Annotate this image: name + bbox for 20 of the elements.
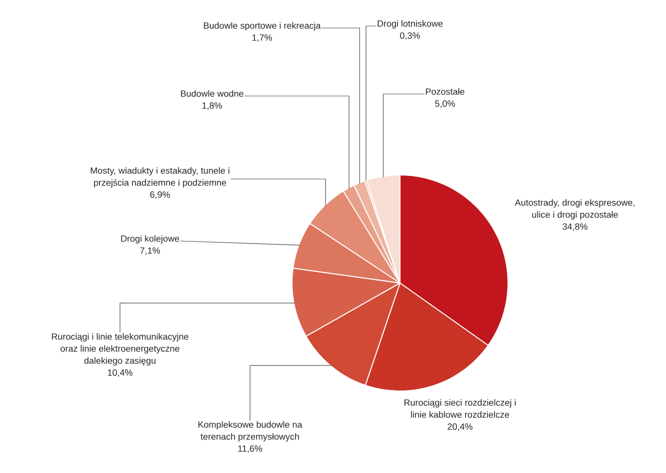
slice-label: Drogi lotniskowe	[378, 20, 443, 29]
data-label: 0,3%	[400, 32, 420, 40]
slice-label: Budowle wodne	[180, 90, 244, 97]
slice-label: Mosty, wiadukty i estakady, tunele i przejścia nadziemne i podziemne	[90, 167, 230, 188]
slice-label: Drogi kolejowe	[121, 235, 180, 244]
data-label: 6,9%	[150, 191, 170, 199]
slice-label: Rurociągi i linie telekomunikacyjne oraz linie elektroenergetyczne dalekiego zasięgu	[52, 333, 188, 366]
slice-label: Rurociągi sieci rozdzielczej i linie kablowe rozdzielcze	[404, 399, 516, 418]
data-label: 10,4%	[108, 369, 132, 377]
data-label: 5,0%	[435, 100, 455, 108]
data-label: 7,1%	[140, 247, 160, 255]
data-label: 34,8%	[562, 223, 588, 231]
slice-label: Budowle sportowe i rekreacja	[204, 22, 321, 31]
data-label: 20,4%	[448, 423, 472, 431]
data-label: 11,6%	[238, 445, 262, 453]
slice-label: Kompleksowe budowle na terenach przemysłowych	[198, 421, 302, 442]
slice-label: Pozostałe	[426, 88, 464, 95]
data-label: 1,8%	[202, 102, 222, 110]
slice-label: Autostrady, drogi ekspresowe, ulice i drogi pozostałe	[514, 199, 634, 220]
data-label: 1,7%	[252, 34, 272, 42]
